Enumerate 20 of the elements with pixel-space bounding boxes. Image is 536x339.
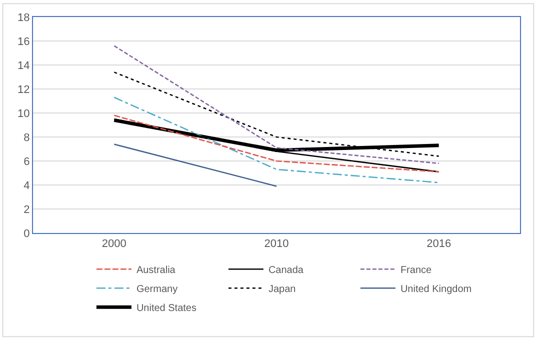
legend-label: Canada: [268, 265, 304, 276]
y-tick-label: 6: [24, 156, 30, 168]
legend-label: Japan: [268, 284, 296, 295]
x-tick-label: 2016: [426, 238, 452, 250]
y-tick-label: 2: [24, 204, 30, 216]
legend-label: United States: [136, 303, 196, 314]
legend-label: Australia: [136, 265, 176, 276]
y-tick-label: 10: [18, 108, 30, 120]
y-tick-label: 14: [18, 60, 30, 72]
x-tick-label: 2010: [264, 238, 289, 250]
legend-label: United Kingdom: [400, 284, 472, 295]
y-tick-label: 4: [24, 180, 30, 192]
y-tick-label: 0: [24, 228, 30, 240]
legend-label: France: [400, 265, 432, 276]
x-tick-label: 2000: [102, 238, 126, 250]
y-tick-label: 16: [18, 36, 30, 48]
y-tick-label: 12: [18, 84, 30, 96]
legend-label: Germany: [136, 284, 178, 295]
y-tick-label: 18: [18, 12, 30, 24]
y-tick-label: 8: [24, 132, 30, 144]
